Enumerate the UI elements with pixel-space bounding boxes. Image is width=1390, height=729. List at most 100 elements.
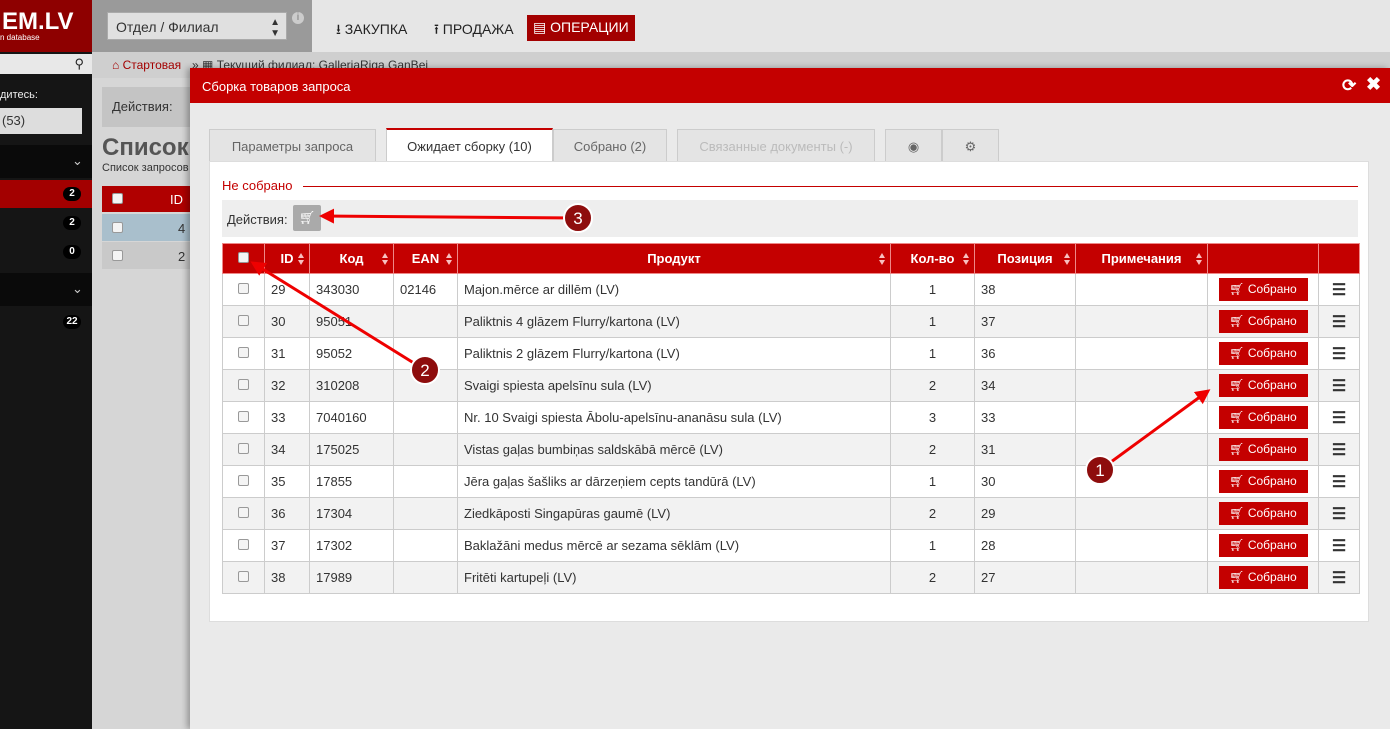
cell: 37 — [974, 305, 1076, 338]
menu-group[interactable]: ⌄ — [0, 145, 92, 178]
close-button[interactable]: ✖ — [1366, 74, 1382, 94]
row-menu[interactable]: ☰ — [1331, 569, 1347, 587]
background-actions-label: Действия: — [112, 99, 173, 114]
tab[interactable]: Связанные документы (-) — [677, 129, 875, 161]
logo-subtitle: n database — [0, 33, 40, 42]
column-header[interactable]: Позиция — [974, 243, 1076, 274]
select-all-checkbox[interactable] — [238, 252, 249, 263]
menu-group[interactable]: ⌄ — [0, 273, 92, 306]
nav-sale[interactable]: ⭱ ПРОДАЖА — [434, 21, 514, 37]
cell-qty: 1 — [928, 538, 937, 553]
cell — [222, 305, 265, 338]
cell-qty: 1 — [928, 314, 937, 329]
row-checkbox[interactable] — [238, 411, 249, 422]
row-checkbox[interactable] — [238, 571, 249, 582]
logo[interactable]: EM.LV n database — [0, 0, 92, 52]
row-menu[interactable]: ☰ — [1331, 345, 1347, 363]
button-text: Собрано — [1247, 346, 1297, 360]
cell — [222, 561, 265, 594]
tab-active[interactable]: Ожидает сборку (10) — [386, 128, 553, 161]
collected-button[interactable]: 🛒︎ Собрано — [1218, 310, 1308, 333]
cell-product: Majon.mērce ar dillēm (LV) — [464, 282, 620, 297]
cell — [393, 433, 458, 466]
cell — [222, 465, 265, 498]
row-checkbox[interactable] — [238, 347, 249, 358]
cell — [393, 401, 458, 434]
cell: 2 — [890, 497, 975, 530]
column-header[interactable]: EAN — [393, 243, 458, 274]
tab[interactable]: Параметры запроса — [209, 129, 376, 161]
header-cell — [1207, 243, 1319, 274]
cell-position: 31 — [981, 442, 996, 457]
checkbox[interactable] — [112, 250, 123, 261]
column-header[interactable]: Кол-во — [890, 243, 975, 274]
row-checkbox[interactable] — [238, 539, 249, 550]
cell-notes — [1075, 529, 1208, 562]
column-title: Код — [339, 251, 364, 266]
cell-qty: 2 — [928, 378, 937, 393]
collected-button[interactable]: 🛒︎ Собрано — [1218, 470, 1308, 493]
row-menu[interactable]: ☰ — [1331, 377, 1347, 395]
column-header[interactable]: ID — [264, 243, 310, 274]
row-checkbox[interactable] — [238, 379, 249, 390]
row-menu[interactable]: ☰ — [1331, 313, 1347, 331]
tab-settings[interactable]: ⚙ — [942, 129, 999, 161]
row-menu[interactable]: ☰ — [1331, 281, 1347, 299]
cell-product: Paliktnis 4 glāzem Flurry/kartona (LV) — [464, 314, 680, 329]
column-header[interactable]: Код — [309, 243, 394, 274]
row-checkbox[interactable] — [238, 283, 249, 294]
cell: ☰ — [1318, 369, 1360, 402]
sidebar-select[interactable]: (53) — [0, 108, 82, 134]
nav-operations[interactable]: ▤ ОПЕРАЦИИ — [527, 15, 635, 41]
cart-action-button[interactable]: 🛒︎ — [293, 205, 321, 231]
column-header[interactable]: Примечания — [1075, 243, 1208, 274]
cell: 1 — [890, 529, 975, 562]
collected-button[interactable]: 🛒︎ Собрано — [1218, 502, 1308, 525]
table-row: 36 17304 Ziedkāposti Singapūras gaumē (LV)… — [222, 497, 1360, 530]
row-checkbox[interactable] — [238, 443, 249, 454]
sort-icon — [963, 253, 969, 265]
collected-button[interactable]: 🛒︎ Собрано — [1218, 374, 1308, 397]
info-icon[interactable]: i — [292, 12, 304, 24]
legend: Не собрано — [222, 178, 293, 193]
collected-button[interactable]: 🛒︎ Собрано — [1218, 342, 1308, 365]
cell-id: 32 — [271, 378, 286, 393]
row-menu[interactable]: ☰ — [1331, 505, 1347, 523]
tab[interactable]: Собрано (2) — [553, 129, 667, 161]
cell-product: Svaigi spiesta apelsīnu sula (LV) — [464, 378, 652, 393]
collected-button[interactable]: 🛒︎ Собрано — [1218, 566, 1308, 589]
cell: 34 — [264, 433, 310, 466]
row-checkbox[interactable] — [238, 315, 249, 326]
cell: ☰ — [1318, 433, 1360, 466]
refresh-button[interactable]: ⟳ — [1342, 76, 1357, 95]
cell-id: 37 — [271, 538, 286, 553]
panel: Не собрано Действия: 🛒︎ ID Код EAN Продукт К… — [209, 161, 1369, 622]
collected-button[interactable]: 🛒︎ Собрано — [1218, 278, 1308, 301]
collected-button[interactable]: 🛒︎ Собрано — [1218, 438, 1308, 461]
collected-button[interactable]: 🛒︎ Собрано — [1218, 534, 1308, 557]
breadcrumb-home[interactable]: ⌂ Стартовая — [112, 58, 182, 72]
branch-select[interactable]: Отдел / Филиал ▲ ▼ — [107, 12, 287, 40]
cell-id: 31 — [271, 346, 286, 361]
checkbox[interactable] — [112, 222, 123, 233]
row-menu[interactable]: ☰ — [1331, 409, 1347, 427]
tab-eye[interactable]: ◉ — [885, 129, 942, 161]
row-menu[interactable]: ☰ — [1331, 441, 1347, 459]
nav-purchase[interactable]: ⭳ ЗАКУПКА — [336, 21, 408, 37]
cell-code: 7040160 — [316, 410, 367, 425]
cell: 35 — [264, 465, 310, 498]
cell: 🛒︎ Собрано — [1207, 433, 1319, 466]
row-checkbox[interactable] — [238, 507, 249, 518]
checkbox[interactable] — [112, 193, 123, 204]
cell: 🛒︎ Собрано — [1207, 369, 1319, 402]
cell: 1 — [890, 273, 975, 306]
background-title: Список — [102, 134, 189, 161]
cell-qty: 1 — [928, 282, 937, 297]
search-box[interactable]: ⚲ — [0, 54, 92, 74]
collected-button[interactable]: 🛒︎ Собрано — [1218, 406, 1308, 429]
row-checkbox[interactable] — [238, 475, 249, 486]
row-menu[interactable]: ☰ — [1331, 473, 1347, 491]
row-menu[interactable]: ☰ — [1331, 537, 1347, 555]
cell: 🛒︎ Собрано — [1207, 465, 1319, 498]
column-header[interactable]: Продукт — [457, 243, 891, 274]
